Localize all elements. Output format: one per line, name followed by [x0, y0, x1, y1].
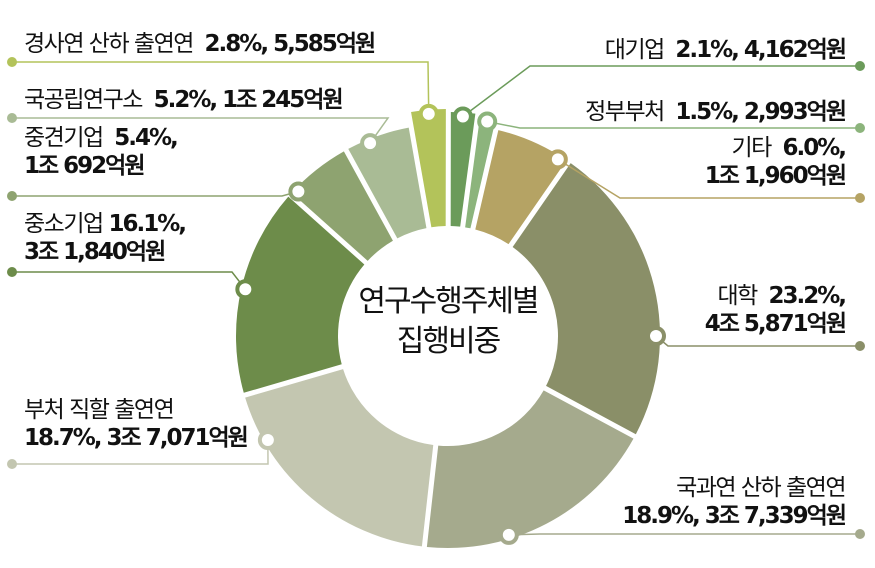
- leader-line: [557, 158, 862, 199]
- label-gita: 기타 6.0%, 1조 1,960억원: [704, 135, 847, 189]
- leader-end-dot-icon: [855, 193, 865, 203]
- leader-line: [508, 533, 862, 536]
- connector-knob-icon: [547, 149, 568, 170]
- label-bucheo: 부처 직할 출연연 18.7%, 3조 7,071억원: [24, 397, 249, 451]
- label-junggyeon: 중견기업 5.4%, 1조 692억원: [24, 125, 179, 179]
- connector-knob-icon: [418, 103, 439, 124]
- label-jungso: 중소기업 16.1%, 3조 1,840억원: [24, 211, 187, 265]
- connector-knob-icon: [646, 326, 666, 346]
- donut-slice-8: [291, 151, 393, 261]
- leader-line: [462, 65, 862, 118]
- connector-knob-icon: [288, 181, 309, 202]
- donut-slice-3: [475, 130, 567, 245]
- leader-end-dot-icon: [855, 123, 865, 133]
- center-title-line2: 집행비중: [396, 324, 501, 359]
- leader-end-dot-icon: [7, 57, 17, 67]
- connector-knob-icon: [360, 133, 381, 154]
- label-daegieop: 대기업 2.1%, 4,162억원: [604, 37, 847, 63]
- label-gukgwa: 국과연 산하 출연연 18.9%, 3조 7,339억원: [622, 475, 847, 529]
- connector-knob-icon: [452, 106, 473, 127]
- leader-end-dot-icon: [7, 113, 17, 123]
- donut-slice-5: [426, 390, 634, 548]
- leader-line: [8, 61, 430, 114]
- donut-slice-4: [512, 163, 660, 435]
- label-daehak: 대학 23.2%, 4조 5,871억원: [704, 283, 847, 337]
- label-gyeongsa: 경사연 산하 출연연 2.8%, 5,585억원: [24, 31, 376, 57]
- leader-line: [8, 271, 246, 290]
- donut-slice-2: [465, 116, 496, 229]
- label-gukgong: 국공립연구소 5.2%, 1조 245억원: [24, 87, 344, 113]
- leader-end-dot-icon: [855, 341, 865, 351]
- donut-slice-0: [411, 109, 446, 228]
- leader-end-dot-icon: [7, 267, 17, 277]
- connector-knob-icon: [257, 430, 278, 450]
- donut-slice-6: [245, 369, 434, 547]
- leader-line: [487, 120, 862, 129]
- donut-slice-7: [236, 196, 365, 393]
- connector-knob-icon: [477, 111, 498, 132]
- chart-center-title: 연구수행주체별 집행비중: [338, 282, 558, 362]
- leader-end-dot-icon: [855, 529, 865, 539]
- connector-knob-icon: [235, 279, 256, 300]
- connector-knob-icon: [498, 524, 519, 545]
- donut-slice-1: [450, 112, 476, 227]
- label-jeongbu: 정부부처 1.5%, 2,993억원: [585, 99, 847, 125]
- center-title-line1: 연구수행주체별: [358, 284, 539, 319]
- leader-end-dot-icon: [7, 191, 17, 201]
- leader-line: [8, 190, 299, 197]
- leader-end-dot-icon: [855, 61, 865, 71]
- donut-slice-9: [348, 127, 427, 239]
- leader-end-dot-icon: [7, 459, 17, 469]
- leader-line: [8, 117, 390, 144]
